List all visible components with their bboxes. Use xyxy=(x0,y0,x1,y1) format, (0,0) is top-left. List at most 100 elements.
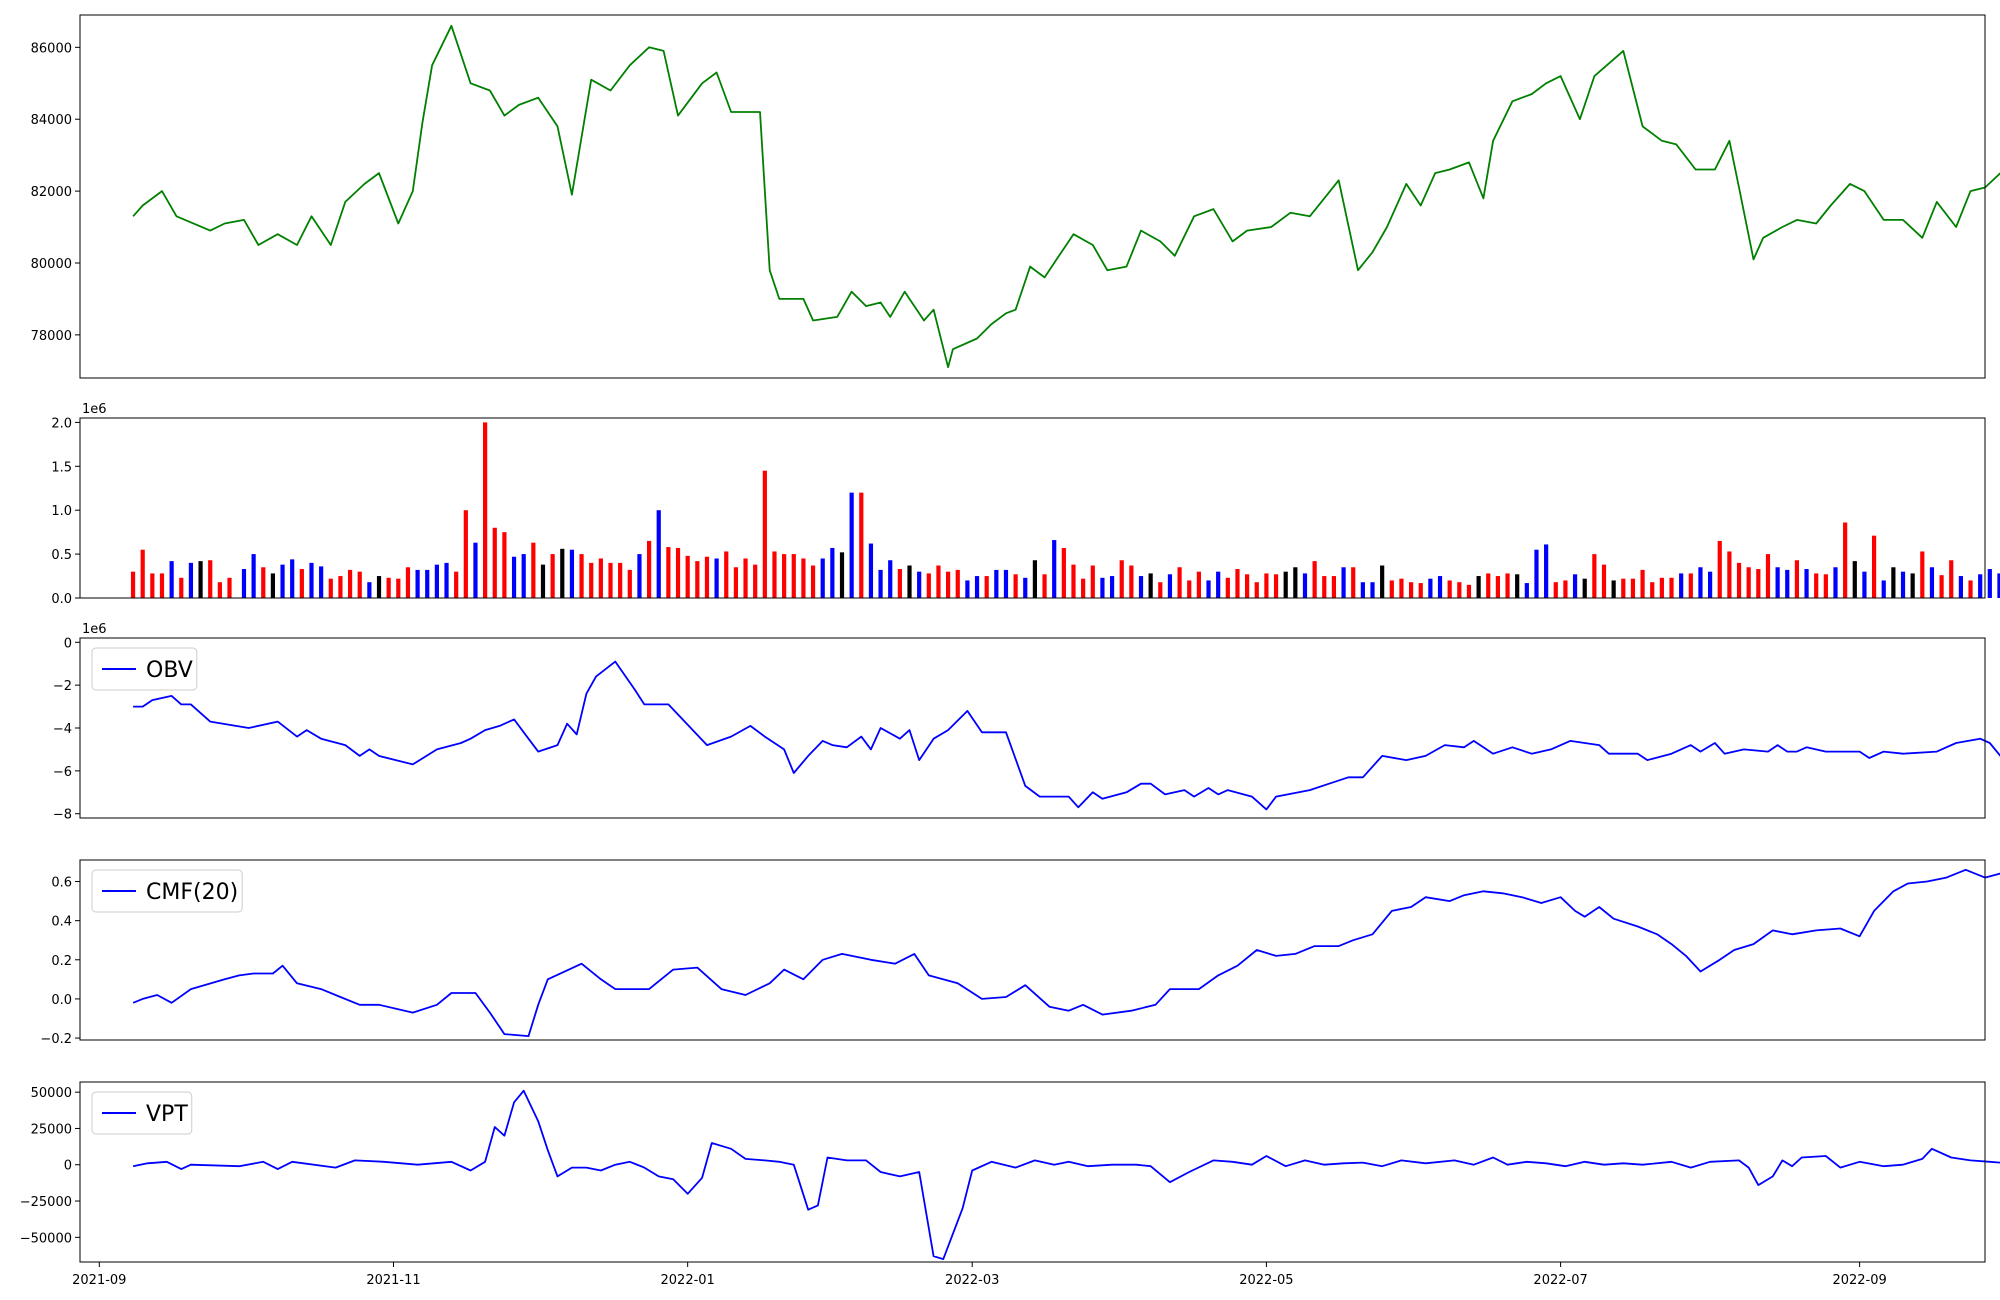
obv-ytick-label: −8 xyxy=(53,808,72,823)
price-ytick-label: 80000 xyxy=(31,257,72,272)
volume-bar xyxy=(1765,554,1771,598)
obv-ytick-label: 0 xyxy=(64,636,72,651)
date-xtick-label: 2021-09 xyxy=(72,1273,126,1288)
volume-bar xyxy=(1331,576,1337,598)
volume-bar xyxy=(1833,567,1838,598)
volume-bar xyxy=(1727,551,1732,598)
vpt-line xyxy=(132,1089,2000,1260)
volume-bar xyxy=(1958,576,1963,598)
volume-bar xyxy=(1524,583,1529,598)
volume-offset-label: 1e6 xyxy=(82,402,107,417)
volume-bar xyxy=(1717,540,1722,598)
volume-bar xyxy=(347,569,353,598)
volume-bar xyxy=(695,561,700,598)
volume-bar xyxy=(1592,554,1597,598)
volume-bar xyxy=(1804,569,1809,598)
volume-bar xyxy=(1785,569,1790,598)
price-line xyxy=(132,24,2000,369)
obv-offset-label: 1e6 xyxy=(82,622,107,637)
volume-bar xyxy=(868,543,874,598)
volume-bar xyxy=(801,558,806,598)
cmf-panel: −0.2 0.0 0.2 0.4 0.6 CMF(20) xyxy=(40,859,2000,1047)
volume-bar xyxy=(618,562,623,598)
volume-bar xyxy=(1466,584,1472,598)
volume-bar xyxy=(1351,567,1356,598)
volume-bar xyxy=(1563,580,1568,598)
volume-bar xyxy=(1978,574,1983,598)
volume-bar xyxy=(473,542,478,598)
volume-bar xyxy=(386,577,391,598)
vpt-legend: VPT xyxy=(91,1091,193,1135)
volume-bar xyxy=(1235,569,1240,598)
volume-bar xyxy=(810,565,816,598)
volume-bar xyxy=(1997,573,2000,598)
volume-bar xyxy=(1283,571,1288,598)
volume-y-axis: 0.0 0.5 1.0 1.5 2.0 xyxy=(51,416,80,607)
volume-bar xyxy=(405,567,411,598)
vpt-ytick-label: −50000 xyxy=(20,1231,72,1246)
volume-bar xyxy=(1187,580,1192,598)
volume-bar xyxy=(1109,576,1115,598)
cmf-line xyxy=(132,868,2000,1037)
obv-y-axis: −8 −6 −4 −2 0 xyxy=(53,636,80,823)
volume-bar xyxy=(309,562,314,598)
volume-bar xyxy=(656,510,661,598)
volume-bar xyxy=(1302,573,1308,598)
volume-bar xyxy=(540,564,546,598)
cmf-ytick-label: 0.0 xyxy=(51,993,72,1008)
volume-bars xyxy=(130,422,2000,598)
volume-bar xyxy=(1408,582,1414,598)
volume-bar xyxy=(1650,582,1655,598)
volume-bar xyxy=(830,547,835,598)
price-ytick-label: 86000 xyxy=(31,41,72,56)
volume-bar xyxy=(463,510,468,598)
volume-bar xyxy=(1601,564,1607,598)
volume-bar xyxy=(1939,575,1944,598)
volume-bar xyxy=(1129,565,1134,598)
volume-bar xyxy=(1100,577,1105,598)
obv-line xyxy=(133,660,2000,811)
volume-bar xyxy=(415,569,420,598)
volume-bar xyxy=(608,562,613,598)
obv-ytick-label: −2 xyxy=(53,679,72,694)
volume-bar xyxy=(1389,580,1394,598)
volume-bar xyxy=(1032,560,1038,598)
obv-ytick-label: −6 xyxy=(53,765,72,780)
volume-bar xyxy=(859,492,864,598)
volume-bar xyxy=(1987,569,1992,598)
volume-bar xyxy=(579,554,584,598)
volume-bar xyxy=(907,565,912,598)
volume-bar xyxy=(1119,560,1124,598)
volume-bar xyxy=(357,571,362,598)
volume-bar xyxy=(270,573,276,598)
volume-bar xyxy=(974,576,980,598)
volume-bar xyxy=(1659,577,1664,598)
obv-legend: OBV xyxy=(91,647,198,691)
volume-bar xyxy=(666,547,671,598)
volume-bar xyxy=(1582,578,1587,598)
volume-bar xyxy=(198,561,203,598)
price-axes-frame xyxy=(79,14,1986,379)
volume-bar xyxy=(917,571,922,598)
volume-bar xyxy=(878,569,883,598)
volume-bar xyxy=(772,551,777,598)
volume-bar xyxy=(753,564,758,598)
volume-bar xyxy=(1003,569,1009,598)
volume-bar xyxy=(1148,573,1153,598)
volume-bar xyxy=(1273,574,1279,598)
obv-series xyxy=(133,660,2000,811)
cmf-ytick-label: 0.6 xyxy=(51,876,72,891)
volume-bar xyxy=(1881,580,1886,598)
volume-bar xyxy=(1158,582,1163,598)
volume-bar xyxy=(1457,582,1462,598)
cmf-ytick-label: 0.2 xyxy=(51,954,72,969)
vpt-axes-frame xyxy=(79,1081,1986,1263)
volume-bar xyxy=(946,571,951,598)
volume-bar xyxy=(1081,578,1086,598)
volume-bar xyxy=(1293,567,1298,598)
volume-bar xyxy=(1611,580,1616,598)
volume-bar xyxy=(492,527,497,598)
date-xtick-label: 2022-01 xyxy=(661,1273,715,1288)
